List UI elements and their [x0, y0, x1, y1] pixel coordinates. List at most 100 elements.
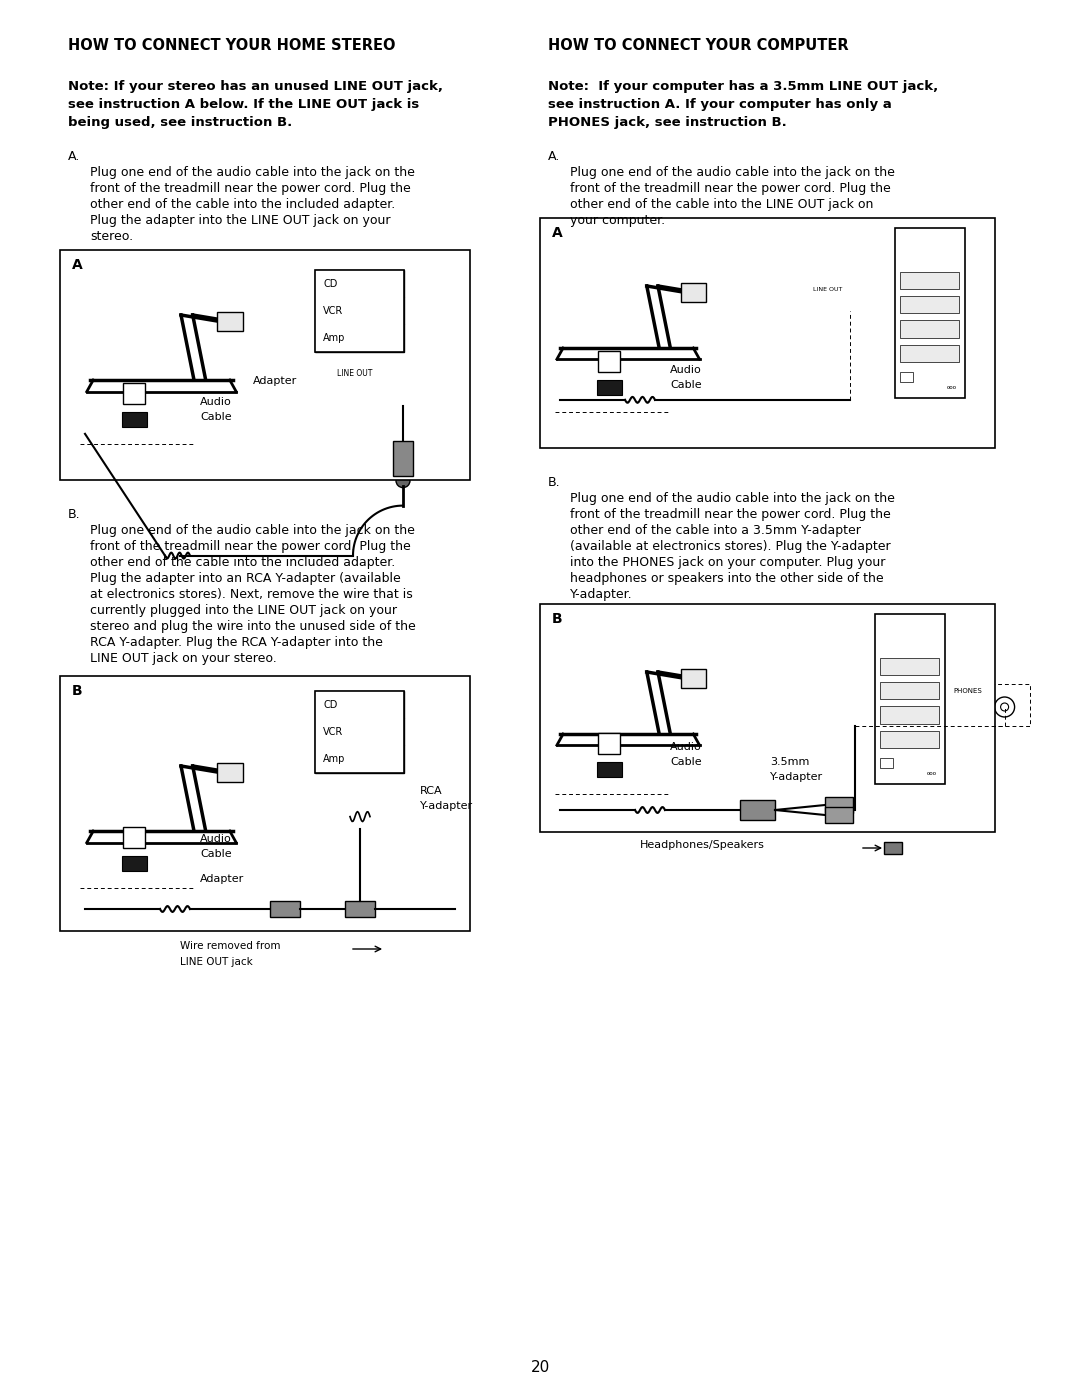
Text: Y-adapter: Y-adapter	[420, 800, 473, 810]
Bar	[80, 372, 195, 444]
Text: A.: A.	[548, 149, 561, 163]
Text: front of the treadmill near the power cord. Plug the: front of the treadmill near the power co…	[90, 182, 410, 196]
Bar	[217, 312, 243, 331]
Bar	[368, 722, 400, 742]
Text: A.: A.	[68, 149, 80, 163]
Text: PHONES: PHONES	[954, 687, 983, 694]
Bar	[949, 685, 1029, 726]
Bar	[315, 718, 404, 746]
Text: Plug one end of the audio cable into the jack on the: Plug one end of the audio cable into the…	[570, 166, 895, 179]
Bar	[379, 725, 397, 739]
Bar	[597, 380, 622, 395]
Bar	[680, 669, 705, 687]
Text: LINE OUT jack: LINE OUT jack	[180, 957, 253, 967]
Bar	[901, 345, 959, 362]
Bar	[901, 296, 959, 313]
Bar	[80, 816, 195, 888]
Bar	[597, 761, 622, 778]
Bar	[345, 901, 375, 916]
Text: Cable: Cable	[200, 412, 231, 422]
Bar	[368, 696, 400, 714]
Bar	[393, 440, 413, 475]
Text: Plug one end of the audio cable into the jack on the: Plug one end of the audio cable into the…	[570, 492, 895, 504]
Text: 3.5mm: 3.5mm	[770, 757, 809, 767]
Text: RCA: RCA	[420, 785, 443, 796]
Circle shape	[386, 281, 390, 286]
Bar	[60, 676, 470, 930]
Bar	[122, 855, 147, 872]
Text: A: A	[552, 226, 563, 240]
Bar	[880, 757, 893, 768]
Bar	[895, 228, 964, 398]
Bar	[333, 363, 433, 405]
Text: ooo: ooo	[946, 384, 957, 390]
Bar	[315, 692, 404, 773]
Text: Cable: Cable	[670, 757, 702, 767]
Text: ooo: ooo	[927, 771, 936, 775]
Circle shape	[399, 384, 407, 391]
Bar	[368, 749, 400, 768]
Bar	[368, 274, 400, 293]
Text: Cable: Cable	[670, 380, 702, 390]
Bar	[880, 731, 940, 747]
Text: VCR: VCR	[323, 726, 343, 736]
Text: B.: B.	[68, 509, 81, 521]
Text: at electronics stores). Next, remove the wire that is: at electronics stores). Next, remove the…	[90, 588, 413, 601]
Bar	[555, 722, 671, 793]
Text: front of the treadmill near the power cord. Plug the: front of the treadmill near the power co…	[570, 182, 891, 196]
Bar	[122, 412, 147, 427]
Bar	[880, 707, 940, 724]
Text: Audio: Audio	[670, 365, 702, 374]
Text: Plug one end of the audio cable into the jack on the: Plug one end of the audio cable into the…	[90, 166, 415, 179]
Text: Audio: Audio	[200, 834, 232, 844]
Text: B: B	[72, 685, 83, 698]
Text: Adapter: Adapter	[200, 875, 244, 884]
Bar	[315, 324, 404, 352]
Bar	[901, 372, 914, 381]
Text: other end of the cable into the included adapter.: other end of the cable into the included…	[90, 556, 395, 569]
Bar	[379, 305, 397, 317]
Bar	[315, 270, 404, 298]
Text: Audio: Audio	[670, 742, 702, 752]
Text: 20: 20	[530, 1361, 550, 1375]
Text: CD: CD	[323, 700, 337, 710]
Text: Y-adapter: Y-adapter	[770, 773, 823, 782]
Text: Plug one end of the audio cable into the jack on the: Plug one end of the audio cable into the…	[90, 524, 415, 536]
Circle shape	[357, 802, 363, 807]
Text: Note: If your stereo has an unused LINE OUT jack,: Note: If your stereo has an unused LINE …	[68, 80, 443, 94]
Bar	[315, 298, 404, 324]
Bar	[123, 827, 145, 848]
Bar	[123, 383, 145, 404]
Bar	[680, 284, 705, 302]
Text: LINE OUT: LINE OUT	[337, 369, 373, 377]
Bar	[740, 800, 775, 820]
Text: headphones or speakers into the other side of the: headphones or speakers into the other si…	[570, 571, 883, 585]
Text: (available at electronics stores). Plug the Y-adapter: (available at electronics stores). Plug …	[570, 541, 891, 553]
Circle shape	[396, 474, 410, 488]
Bar	[368, 302, 400, 320]
Text: stereo.: stereo.	[90, 231, 133, 243]
Bar	[598, 351, 620, 373]
Text: PHONES jack, see instruction B.: PHONES jack, see instruction B.	[548, 116, 786, 129]
Text: Amp: Amp	[323, 332, 346, 344]
Circle shape	[846, 307, 854, 314]
Text: RCA Y-adapter. Plug the RCA Y-adapter into the: RCA Y-adapter. Plug the RCA Y-adapter in…	[90, 636, 383, 650]
Text: front of the treadmill near the power cord. Plug the: front of the treadmill near the power co…	[570, 509, 891, 521]
Bar	[315, 270, 404, 352]
Text: your computer.: your computer.	[570, 214, 665, 226]
Bar	[368, 328, 400, 348]
Bar	[335, 781, 415, 828]
Text: A: A	[72, 258, 83, 272]
Text: Plug the adapter into the LINE OUT jack on your: Plug the adapter into the LINE OUT jack …	[90, 214, 391, 226]
Bar	[875, 615, 945, 784]
Text: front of the treadmill near the power cord. Plug the: front of the treadmill near the power co…	[90, 541, 410, 553]
Bar	[315, 692, 404, 718]
Bar	[270, 901, 300, 916]
Text: Plug the adapter into an RCA Y-adapter (available: Plug the adapter into an RCA Y-adapter (…	[90, 571, 401, 585]
Text: LINE OUT: LINE OUT	[813, 286, 842, 292]
Bar	[60, 250, 470, 481]
Circle shape	[1000, 703, 1009, 711]
Text: see instruction A. If your computer has only a: see instruction A. If your computer has …	[548, 98, 892, 110]
Text: Amp: Amp	[323, 754, 346, 764]
Circle shape	[386, 703, 390, 707]
